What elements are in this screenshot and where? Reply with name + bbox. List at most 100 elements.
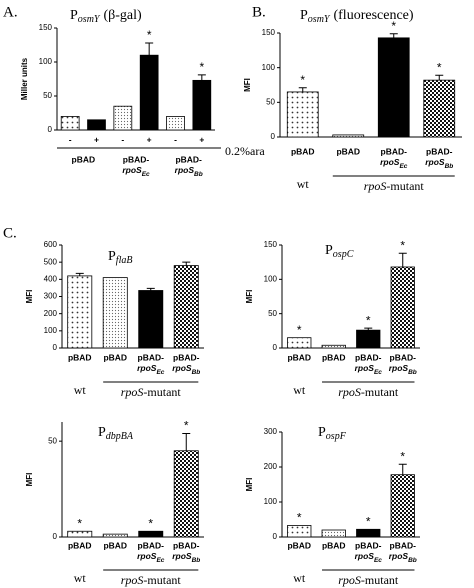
x-tick-label: rpoSEc — [380, 157, 408, 169]
error-bar — [182, 261, 191, 266]
x-tick-label: pBAD- — [426, 146, 453, 156]
y-tick-label: 50 — [43, 91, 52, 100]
bar — [138, 290, 164, 349]
error-bar — [197, 74, 206, 81]
category-sub: Bb — [408, 557, 417, 564]
title-sub: ospC — [333, 249, 354, 260]
group-suffix: -mutant — [361, 573, 399, 587]
group-sub: Bb — [194, 171, 203, 178]
group-label: pBAD- — [123, 154, 150, 164]
panel-label: A. — [3, 4, 18, 20]
y-tick-label: 0 — [53, 343, 58, 352]
y-tick-label: 200 — [44, 309, 58, 318]
bar — [332, 134, 365, 138]
group-suffix: -mutant — [143, 573, 181, 587]
error-bar — [398, 252, 407, 267]
error-bar — [398, 463, 407, 475]
x-tick-label: rpoSBb — [172, 551, 200, 563]
significance-star: * — [199, 60, 204, 74]
title-main: P — [70, 8, 78, 23]
significance-star: * — [391, 19, 396, 33]
group-label: rpoS-mutant — [121, 573, 182, 587]
category-italic: rpoS — [389, 551, 409, 561]
x-tick-label: rpoSBb — [389, 551, 417, 563]
group-italic: rpoS — [175, 165, 195, 175]
error-bar — [75, 272, 84, 276]
y-tick-label: 300 — [264, 427, 278, 436]
x-tick-label: + — [147, 134, 152, 144]
significance-star: * — [147, 28, 152, 42]
bar — [377, 37, 410, 138]
y-tick-label: 100 — [44, 326, 58, 335]
category-italic: rpoS — [389, 363, 409, 373]
x-axis-label: 0.2%ara — [225, 144, 265, 158]
group-sub: Ec — [142, 171, 150, 178]
y-axis-label: Miller units — [20, 57, 29, 100]
error-bar — [182, 433, 191, 451]
category-sub: Ec — [156, 557, 164, 564]
bar — [287, 525, 312, 538]
x-tick-label: pBAD — [68, 540, 92, 550]
y-tick-label: 50 — [268, 309, 277, 318]
y-tick-label: 0 — [271, 132, 276, 141]
x-tick-label: pBAD- — [355, 540, 382, 550]
y-tick-label: 100 — [262, 63, 276, 72]
group-label: rpoSEc — [122, 165, 150, 177]
group-italic: rpoS — [338, 573, 361, 587]
group-suffix: -mutant — [143, 385, 181, 399]
bar — [102, 277, 128, 349]
significance-star: * — [300, 73, 305, 87]
category-italic: rpoS — [172, 551, 192, 561]
x-tick-label: pBAD- — [355, 352, 382, 362]
y-tick-label: 50 — [48, 436, 57, 445]
title-main: P — [325, 243, 333, 258]
x-tick-label: rpoSEc — [355, 363, 383, 375]
y-tick-label: 0 — [48, 125, 53, 134]
category-sub: Bb — [192, 557, 201, 564]
error-bar — [145, 42, 154, 56]
bar — [287, 337, 312, 349]
title-main: P — [98, 425, 106, 440]
title-main: P — [108, 249, 116, 264]
y-tick-label: 150 — [264, 240, 278, 249]
x-tick-label: rpoSEc — [355, 551, 383, 563]
group-label: rpoS-mutant — [338, 385, 399, 399]
group-label: rpoSBb — [175, 165, 203, 177]
significance-star: * — [184, 419, 189, 433]
y-axis-label: MFI — [245, 290, 254, 304]
y-tick-label: 0 — [273, 532, 278, 541]
significance-star: * — [437, 60, 442, 74]
y-axis-label: MFI — [245, 478, 254, 492]
bar — [102, 533, 128, 538]
x-tick-label: - — [174, 134, 177, 144]
bar — [356, 329, 381, 349]
group-italic: rpoS — [364, 179, 387, 193]
x-tick-label: pBAD- — [381, 146, 408, 156]
y-tick-label: 50 — [266, 97, 275, 106]
title-sub: flaB — [116, 255, 133, 266]
chart-title: PosmY (β-gal) — [70, 8, 142, 25]
x-tick-label: rpoSBb — [425, 157, 453, 169]
category-italic: rpoS — [137, 363, 157, 373]
chart-title: PospC — [325, 243, 354, 260]
bar — [356, 528, 381, 538]
category-italic: rpoS — [172, 363, 192, 373]
group-label: wt — [74, 571, 87, 585]
y-tick-label: 0 — [53, 532, 58, 541]
panel-label: B. — [252, 4, 266, 20]
panel-label: C. — [3, 225, 17, 241]
y-tick-label: 500 — [44, 257, 58, 266]
x-tick-label: rpoSEc — [137, 551, 165, 563]
group-italic: rpoS — [338, 385, 361, 399]
bar — [173, 265, 199, 349]
group-italic: rpoS — [121, 385, 144, 399]
y-tick-label: 0 — [273, 343, 278, 352]
category-sub: Bb — [192, 369, 201, 376]
significance-star: * — [400, 449, 405, 463]
bar — [192, 79, 212, 131]
chart-title: PflaB — [108, 249, 132, 266]
x-tick-label: - — [69, 134, 72, 144]
group-italic: rpoS — [121, 573, 144, 587]
y-tick-label: 200 — [264, 462, 278, 471]
group-label: wt — [297, 177, 310, 191]
